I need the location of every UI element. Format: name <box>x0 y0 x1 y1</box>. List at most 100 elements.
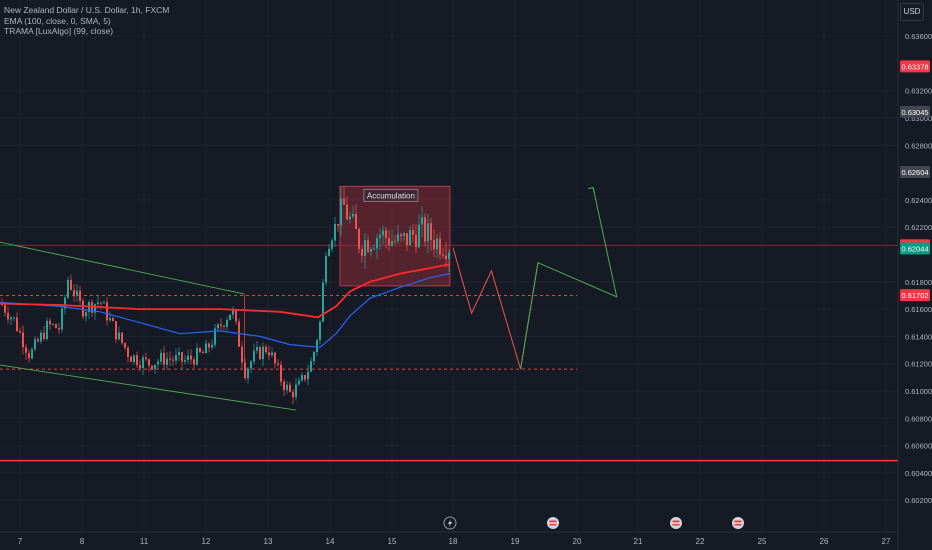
x-tick-label: 26 <box>820 537 829 546</box>
x-tick-label: 19 <box>511 537 520 546</box>
candle-body <box>343 198 345 205</box>
candle-body <box>310 361 312 372</box>
candle-body <box>331 240 333 249</box>
candle-body <box>304 375 306 380</box>
candle-body <box>259 346 261 360</box>
candle-body <box>106 302 108 321</box>
candle-body <box>202 351 204 354</box>
candle-body <box>352 213 354 217</box>
candle-body <box>340 198 342 226</box>
candle-body <box>85 311 87 317</box>
y-tick-label: 0.62800 <box>905 141 932 150</box>
candle-body <box>142 357 144 369</box>
trama-indicator-label[interactable]: TRAMA [LuxAlgo] (99, close) <box>4 26 114 36</box>
projection-down-leg <box>452 247 539 370</box>
flag-stripe <box>734 522 742 524</box>
y-axis[interactable]: 0.63600 0.63200 0.63000 0.62800 0.62400 0.622… <box>897 0 932 550</box>
candle-body <box>37 339 39 342</box>
x-tick-label: 7 <box>18 537 23 546</box>
price-badge[interactable] <box>900 166 930 179</box>
candle-body <box>139 365 141 369</box>
candle-body <box>439 238 441 255</box>
wedge-lower-line <box>0 364 296 411</box>
candle-body <box>199 348 201 352</box>
candle-body <box>145 357 147 360</box>
price-badge[interactable] <box>900 242 930 255</box>
candle-body <box>325 255 327 283</box>
candle-body <box>127 347 129 357</box>
y-tick-label: 0.61000 <box>905 387 932 396</box>
candle-body <box>13 317 15 319</box>
candle-body <box>418 224 420 248</box>
candle-body <box>22 332 24 348</box>
candle-body <box>376 238 378 249</box>
candle-body <box>298 380 300 385</box>
trama-line <box>0 263 451 319</box>
candle-body <box>271 352 273 356</box>
candle-body <box>175 355 177 361</box>
candle-body <box>163 352 165 365</box>
candle-body <box>55 324 57 329</box>
x-axis[interactable]: 7 8 11 12 13 14 15 18 19 20 21 22 25 26 27 <box>0 531 898 546</box>
candle-body <box>73 289 75 296</box>
y-tick-label: 0.61800 <box>905 278 932 287</box>
candle-body <box>193 359 195 365</box>
y-tick-label: 0.60800 <box>905 414 932 423</box>
candle-body <box>406 233 408 246</box>
y-tick-label: 0.63200 <box>905 87 932 96</box>
candle-body <box>220 324 222 326</box>
candle-body <box>355 213 357 229</box>
wedge-lines <box>0 241 296 411</box>
candle-body <box>382 230 384 236</box>
projection-path <box>452 187 618 370</box>
ema-indicator-label[interactable]: EMA (100, close, 0, SMA, 5) <box>4 15 111 26</box>
projection-up-leg <box>520 187 618 370</box>
candle-body <box>184 360 186 362</box>
candle-body <box>109 318 111 321</box>
candle-body <box>79 290 81 301</box>
x-tick-label: 21 <box>634 537 643 546</box>
candle-body <box>250 361 252 369</box>
y-tick-label: 0.62200 <box>905 223 932 232</box>
candle-body <box>19 331 21 333</box>
symbol-title[interactable]: New Zealand Dollar / U.S. Dollar, 1h, FX… <box>4 5 170 15</box>
x-tick-label: 27 <box>882 537 891 546</box>
candle-body <box>265 346 267 353</box>
price-badge[interactable] <box>900 289 930 302</box>
candle-body <box>94 304 96 313</box>
currency-button[interactable]: USD <box>900 3 924 21</box>
candle-body <box>67 279 69 298</box>
candle-body <box>247 368 249 379</box>
candle-body <box>256 346 258 351</box>
candle-body <box>241 346 243 363</box>
candle-body <box>172 359 174 361</box>
candle-body <box>349 216 351 220</box>
candle-body <box>82 300 84 317</box>
candle-body <box>208 343 210 348</box>
flag-stripe <box>549 522 557 524</box>
price-badge[interactable] <box>900 105 930 118</box>
price-badge-label: 0.62044 <box>901 244 928 253</box>
price-badge[interactable] <box>900 60 930 73</box>
candle-body <box>229 314 231 321</box>
y-tick-label: 0.61600 <box>905 305 932 314</box>
candle-body <box>364 240 366 256</box>
chart-legend: New Zealand Dollar / U.S. Dollar, 1h, FX… <box>4 5 169 37</box>
candle-body <box>409 230 411 246</box>
candle-body <box>292 391 294 398</box>
candle-body <box>367 240 369 253</box>
candle-body <box>268 352 270 356</box>
candle-body <box>190 355 192 360</box>
candle-body <box>70 279 72 290</box>
candle-body <box>223 325 225 327</box>
x-tick-label: 22 <box>696 537 705 546</box>
candle-body <box>187 355 189 361</box>
candle-body <box>133 355 135 362</box>
candle-body <box>52 324 54 325</box>
x-tick-label: 18 <box>449 537 458 546</box>
y-tick-label: 0.60600 <box>905 442 932 451</box>
candle-body <box>58 328 60 330</box>
candle-body <box>394 240 396 242</box>
candle-body <box>448 252 450 260</box>
